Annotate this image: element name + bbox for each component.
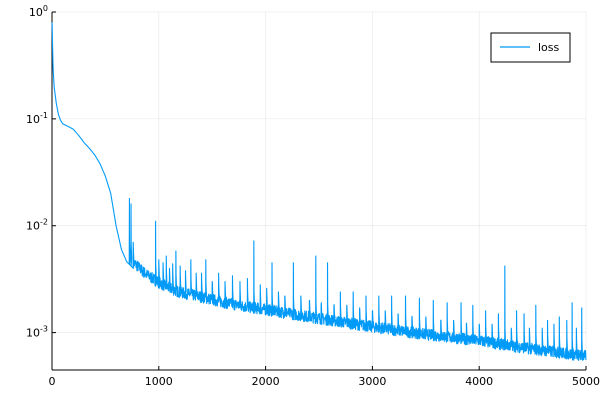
y-tick-label: 10-2 <box>26 218 48 233</box>
series-layer <box>51 22 587 362</box>
axes-frame <box>51 12 586 371</box>
y-tick-label: 10-3 <box>26 325 48 340</box>
x-tick-label: 0 <box>49 375 56 388</box>
y-tick-label: 10-1 <box>26 111 48 126</box>
x-tick-label: 1000 <box>145 375 173 388</box>
y-axis-ticks: 100 10-1 10-2 10-3 <box>26 4 56 340</box>
series-line-loss <box>51 22 587 362</box>
legend-label-loss: loss <box>538 41 560 54</box>
x-tick-label: 2000 <box>252 375 280 388</box>
x-axis-ticks: 0 1000 2000 3000 4000 5000 <box>49 366 600 388</box>
y-tick-label: 100 <box>29 4 48 19</box>
x-tick-label: 4000 <box>465 375 493 388</box>
grid <box>51 11 587 370</box>
x-tick-label: 5000 <box>572 375 600 388</box>
legend: loss <box>490 32 571 63</box>
x-tick-label: 3000 <box>358 375 386 388</box>
